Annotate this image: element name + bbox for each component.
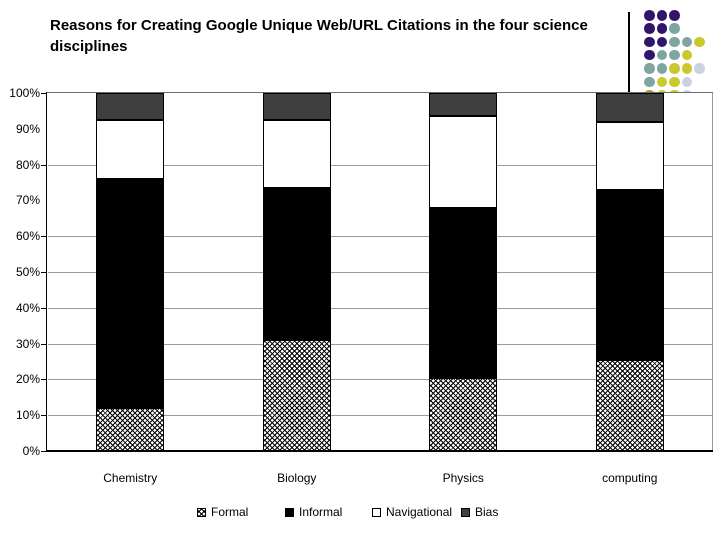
gridline	[48, 272, 712, 273]
bar-segment	[262, 187, 331, 340]
decorative-dot	[644, 36, 655, 48]
decorative-dot	[669, 10, 680, 21]
legend-swatch-informal	[285, 507, 294, 517]
legend-label: Formal	[211, 505, 249, 519]
decorative-dot	[656, 76, 667, 87]
legend-label: Navigational	[386, 505, 453, 519]
decorative-dot	[656, 23, 667, 34]
decorative-dot	[694, 63, 705, 74]
y-axis-tick	[41, 272, 46, 273]
legend-swatch-formal	[197, 507, 206, 517]
bar-segment	[429, 116, 498, 208]
legend-item: Informal	[285, 505, 342, 519]
bar-segment	[262, 340, 331, 451]
decorative-dot	[644, 49, 655, 61]
legend-swatch-bias	[461, 507, 470, 517]
y-axis-label: 70%	[15, 193, 40, 208]
decorative-dot	[681, 76, 692, 87]
bar-segment	[429, 207, 498, 378]
legend-swatch-navigational	[372, 507, 381, 517]
decorative-dot	[644, 23, 655, 34]
legend-item: Navigational	[372, 505, 452, 519]
bar-segment	[96, 93, 165, 120]
legend-item: Formal	[197, 505, 248, 519]
y-axis-label: 30%	[15, 336, 40, 351]
bar-segment	[595, 359, 664, 451]
y-axis-label: 80%	[15, 157, 40, 172]
bar-segment	[595, 93, 664, 122]
decorative-dot	[669, 36, 680, 48]
decorative-dot	[669, 49, 680, 61]
decorative-dot	[669, 76, 680, 87]
bar-segment	[96, 119, 165, 179]
bar-segment	[429, 377, 498, 451]
y-axis-label: 50%	[15, 265, 40, 279]
gridline	[48, 236, 712, 238]
vertical-divider-line	[628, 12, 630, 93]
bar-segment	[262, 93, 331, 120]
gridline	[48, 164, 712, 166]
x-axis-label: Biology	[277, 471, 317, 485]
x-axis-line	[46, 450, 713, 452]
y-axis-label: 90%	[15, 121, 40, 136]
decorative-dot	[681, 49, 692, 61]
y-axis-tick	[41, 307, 46, 309]
bar-segment	[96, 408, 165, 451]
legend-item: Bias	[461, 505, 498, 519]
bar-segment	[262, 119, 331, 188]
decorative-dot	[694, 36, 705, 48]
x-axis-label: Chemistry	[103, 471, 158, 485]
legend-label: Informal	[299, 505, 343, 519]
bar-segment	[96, 178, 165, 409]
decorative-dot	[656, 63, 667, 74]
y-axis-label: 40%	[15, 300, 40, 315]
decorative-dot	[669, 63, 680, 74]
y-axis-tick	[41, 415, 46, 417]
y-axis-tick	[41, 451, 46, 452]
decorative-dot	[656, 10, 667, 21]
x-axis-label: Physics	[442, 471, 484, 485]
decorative-dot	[681, 36, 692, 48]
gridline	[48, 379, 712, 381]
gridline	[48, 307, 712, 309]
y-axis-label: 100%	[9, 86, 40, 100]
decorative-dot	[669, 23, 680, 34]
gridline	[48, 415, 712, 417]
decorative-dot	[656, 49, 667, 61]
decorative-dot	[644, 10, 655, 21]
y-axis-tick	[41, 236, 46, 238]
y-axis-line	[46, 92, 47, 452]
gridline	[48, 343, 712, 345]
decorative-dot	[656, 36, 667, 48]
y-axis-label: 20%	[15, 372, 40, 387]
y-axis-tick	[41, 93, 46, 94]
decorative-dot	[681, 63, 692, 74]
legend-label: Bias	[475, 505, 499, 519]
y-axis-tick	[41, 343, 46, 345]
y-axis-tick	[41, 164, 46, 166]
y-axis-tick	[41, 379, 46, 381]
decorative-dot	[644, 63, 655, 74]
x-axis-label: computing	[602, 471, 658, 485]
decorative-dot	[644, 76, 655, 87]
plot-frame-top	[47, 92, 713, 93]
plot-frame-right	[712, 93, 713, 451]
y-axis-label: 60%	[15, 229, 40, 244]
bar-segment	[429, 93, 498, 117]
slide-title: Reasons for Creating Google Unique Web/U…	[50, 17, 588, 55]
bar-segment	[595, 121, 664, 190]
bar-segment	[595, 189, 664, 360]
y-axis-label: 10%	[15, 408, 40, 423]
y-axis-label: 0%	[22, 444, 40, 458]
